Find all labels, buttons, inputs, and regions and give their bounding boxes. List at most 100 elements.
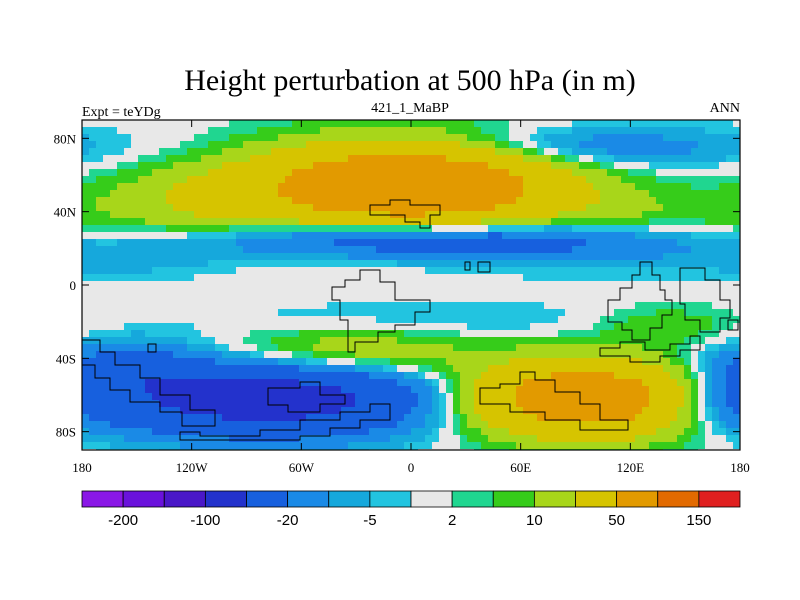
field-cell [593, 190, 601, 198]
field-cell [89, 162, 97, 170]
field-cell [173, 162, 181, 170]
field-cell [327, 141, 335, 149]
field-cell [544, 330, 552, 338]
field-cell [579, 260, 587, 268]
field-cell [243, 330, 251, 338]
field-cell [614, 435, 622, 443]
field-cell [173, 232, 181, 240]
field-cell [131, 148, 139, 156]
field-cell [124, 281, 132, 289]
field-cell [467, 155, 475, 163]
field-cell [698, 288, 706, 296]
field-cell [222, 295, 230, 303]
field-cell [110, 176, 118, 184]
field-cell [425, 379, 433, 387]
field-cell [390, 127, 398, 135]
field-cell [320, 218, 328, 226]
field-cell [166, 442, 174, 450]
field-cell [684, 183, 692, 191]
field-cell [530, 393, 538, 401]
field-cell [684, 358, 692, 366]
field-cell [684, 169, 692, 177]
field-cell [222, 435, 230, 443]
field-cell [677, 393, 685, 401]
field-cell [663, 134, 671, 142]
field-cell [733, 309, 740, 317]
field-cell [82, 372, 90, 380]
field-cell [299, 134, 307, 142]
field-cell [621, 421, 629, 429]
field-cell [502, 302, 510, 310]
field-cell [558, 316, 566, 324]
field-cell [530, 372, 538, 380]
field-cell [131, 288, 139, 296]
field-cell [327, 127, 335, 135]
field-cell [306, 197, 314, 205]
field-cell [334, 316, 342, 324]
field-cell [649, 288, 657, 296]
field-cell [124, 169, 132, 177]
field-cell [607, 358, 615, 366]
field-cell [404, 246, 412, 254]
field-cell [257, 134, 265, 142]
field-cell [467, 400, 475, 408]
field-cell [628, 141, 636, 149]
field-cell [677, 435, 685, 443]
field-cell [467, 176, 475, 184]
field-cell [306, 274, 314, 282]
field-cell [131, 435, 139, 443]
field-cell [222, 400, 230, 408]
field-cell [215, 225, 223, 233]
field-cell [649, 253, 657, 261]
field-cell [663, 442, 671, 450]
field-cell [495, 302, 503, 310]
field-cell [509, 316, 517, 324]
field-cell [264, 351, 272, 359]
field-cell [663, 288, 671, 296]
field-cell [446, 281, 454, 289]
field-cell [495, 134, 503, 142]
field-cell [208, 302, 216, 310]
field-cell [159, 302, 167, 310]
field-cell [103, 197, 111, 205]
field-cell [705, 141, 713, 149]
field-cell [89, 204, 97, 212]
field-cell [306, 309, 314, 317]
field-cell [271, 190, 279, 198]
field-cell [684, 309, 692, 317]
field-cell [180, 281, 188, 289]
field-cell [173, 386, 181, 394]
field-cell [383, 379, 391, 387]
field-cell [439, 120, 447, 128]
field-cell [719, 414, 727, 422]
field-cell [299, 120, 307, 128]
field-cell [201, 393, 209, 401]
field-cell [404, 253, 412, 261]
field-cell [222, 176, 230, 184]
field-cell [467, 337, 475, 345]
field-cell [334, 379, 342, 387]
field-cell [236, 421, 244, 429]
field-cell [579, 225, 587, 233]
field-cell [390, 176, 398, 184]
field-cell [425, 246, 433, 254]
field-cell [117, 309, 125, 317]
field-cell [390, 309, 398, 317]
field-cell [383, 288, 391, 296]
field-cell [236, 204, 244, 212]
field-cell [418, 211, 426, 219]
field-cell [439, 267, 447, 275]
field-cell [544, 407, 552, 415]
field-cell [642, 260, 650, 268]
field-cell [96, 127, 104, 135]
field-cell [327, 281, 335, 289]
field-cell [649, 316, 657, 324]
field-cell [103, 246, 111, 254]
field-cell [285, 323, 293, 331]
field-cell [236, 225, 244, 233]
field-cell [215, 281, 223, 289]
field-cell [691, 435, 699, 443]
field-cell [383, 190, 391, 198]
field-cell [348, 274, 356, 282]
field-cell [159, 330, 167, 338]
